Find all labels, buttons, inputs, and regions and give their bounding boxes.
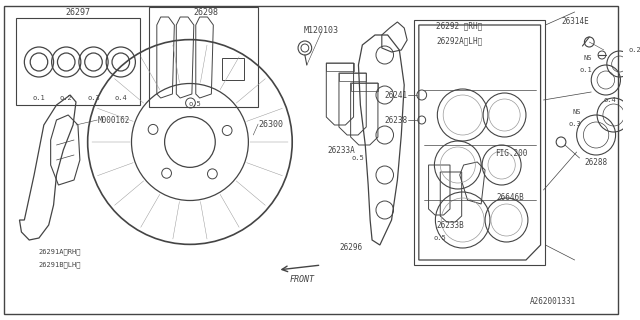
- Bar: [414, 20, 545, 265]
- Text: A262001331: A262001331: [530, 298, 577, 307]
- Text: 26238: 26238: [384, 116, 407, 124]
- Text: 26233B: 26233B: [436, 221, 464, 230]
- Text: o.5: o.5: [351, 155, 364, 161]
- Text: 26300: 26300: [258, 119, 283, 129]
- Text: M120103: M120103: [304, 26, 339, 35]
- Text: o.2: o.2: [60, 95, 72, 101]
- Text: o.3: o.3: [569, 121, 582, 127]
- Bar: [15, 18, 140, 105]
- Text: M000162: M000162: [97, 116, 130, 124]
- Text: o.3: o.3: [87, 95, 100, 101]
- Text: 26292A〈LH〉: 26292A〈LH〉: [436, 36, 483, 45]
- Bar: [149, 7, 258, 107]
- Text: 26233A: 26233A: [327, 146, 355, 155]
- Text: 26241: 26241: [384, 91, 407, 100]
- Text: 26297: 26297: [65, 7, 90, 17]
- Text: o.5: o.5: [188, 101, 201, 107]
- Text: o.1: o.1: [579, 67, 592, 73]
- Text: o.4: o.4: [115, 95, 127, 101]
- Text: o.5: o.5: [434, 235, 447, 241]
- Text: NS: NS: [573, 109, 582, 115]
- Text: 26288: 26288: [584, 157, 607, 166]
- Text: 26314E: 26314E: [562, 17, 589, 26]
- Text: o.1: o.1: [33, 95, 45, 101]
- Text: FIG.200: FIG.200: [495, 148, 527, 157]
- Text: 26291B〈LH〉: 26291B〈LH〉: [39, 262, 81, 268]
- Text: 26646B: 26646B: [497, 194, 525, 203]
- Text: NS: NS: [584, 55, 592, 61]
- Text: 26298: 26298: [193, 7, 218, 17]
- Text: 26291A〈RH〉: 26291A〈RH〉: [39, 249, 81, 255]
- Text: 26292 〈RH〉: 26292 〈RH〉: [436, 21, 483, 30]
- Text: FRONT: FRONT: [289, 276, 314, 284]
- Bar: [222, 58, 243, 80]
- Text: 26296: 26296: [339, 244, 362, 252]
- Text: o.2: o.2: [628, 47, 640, 53]
- Text: o.4: o.4: [604, 97, 617, 103]
